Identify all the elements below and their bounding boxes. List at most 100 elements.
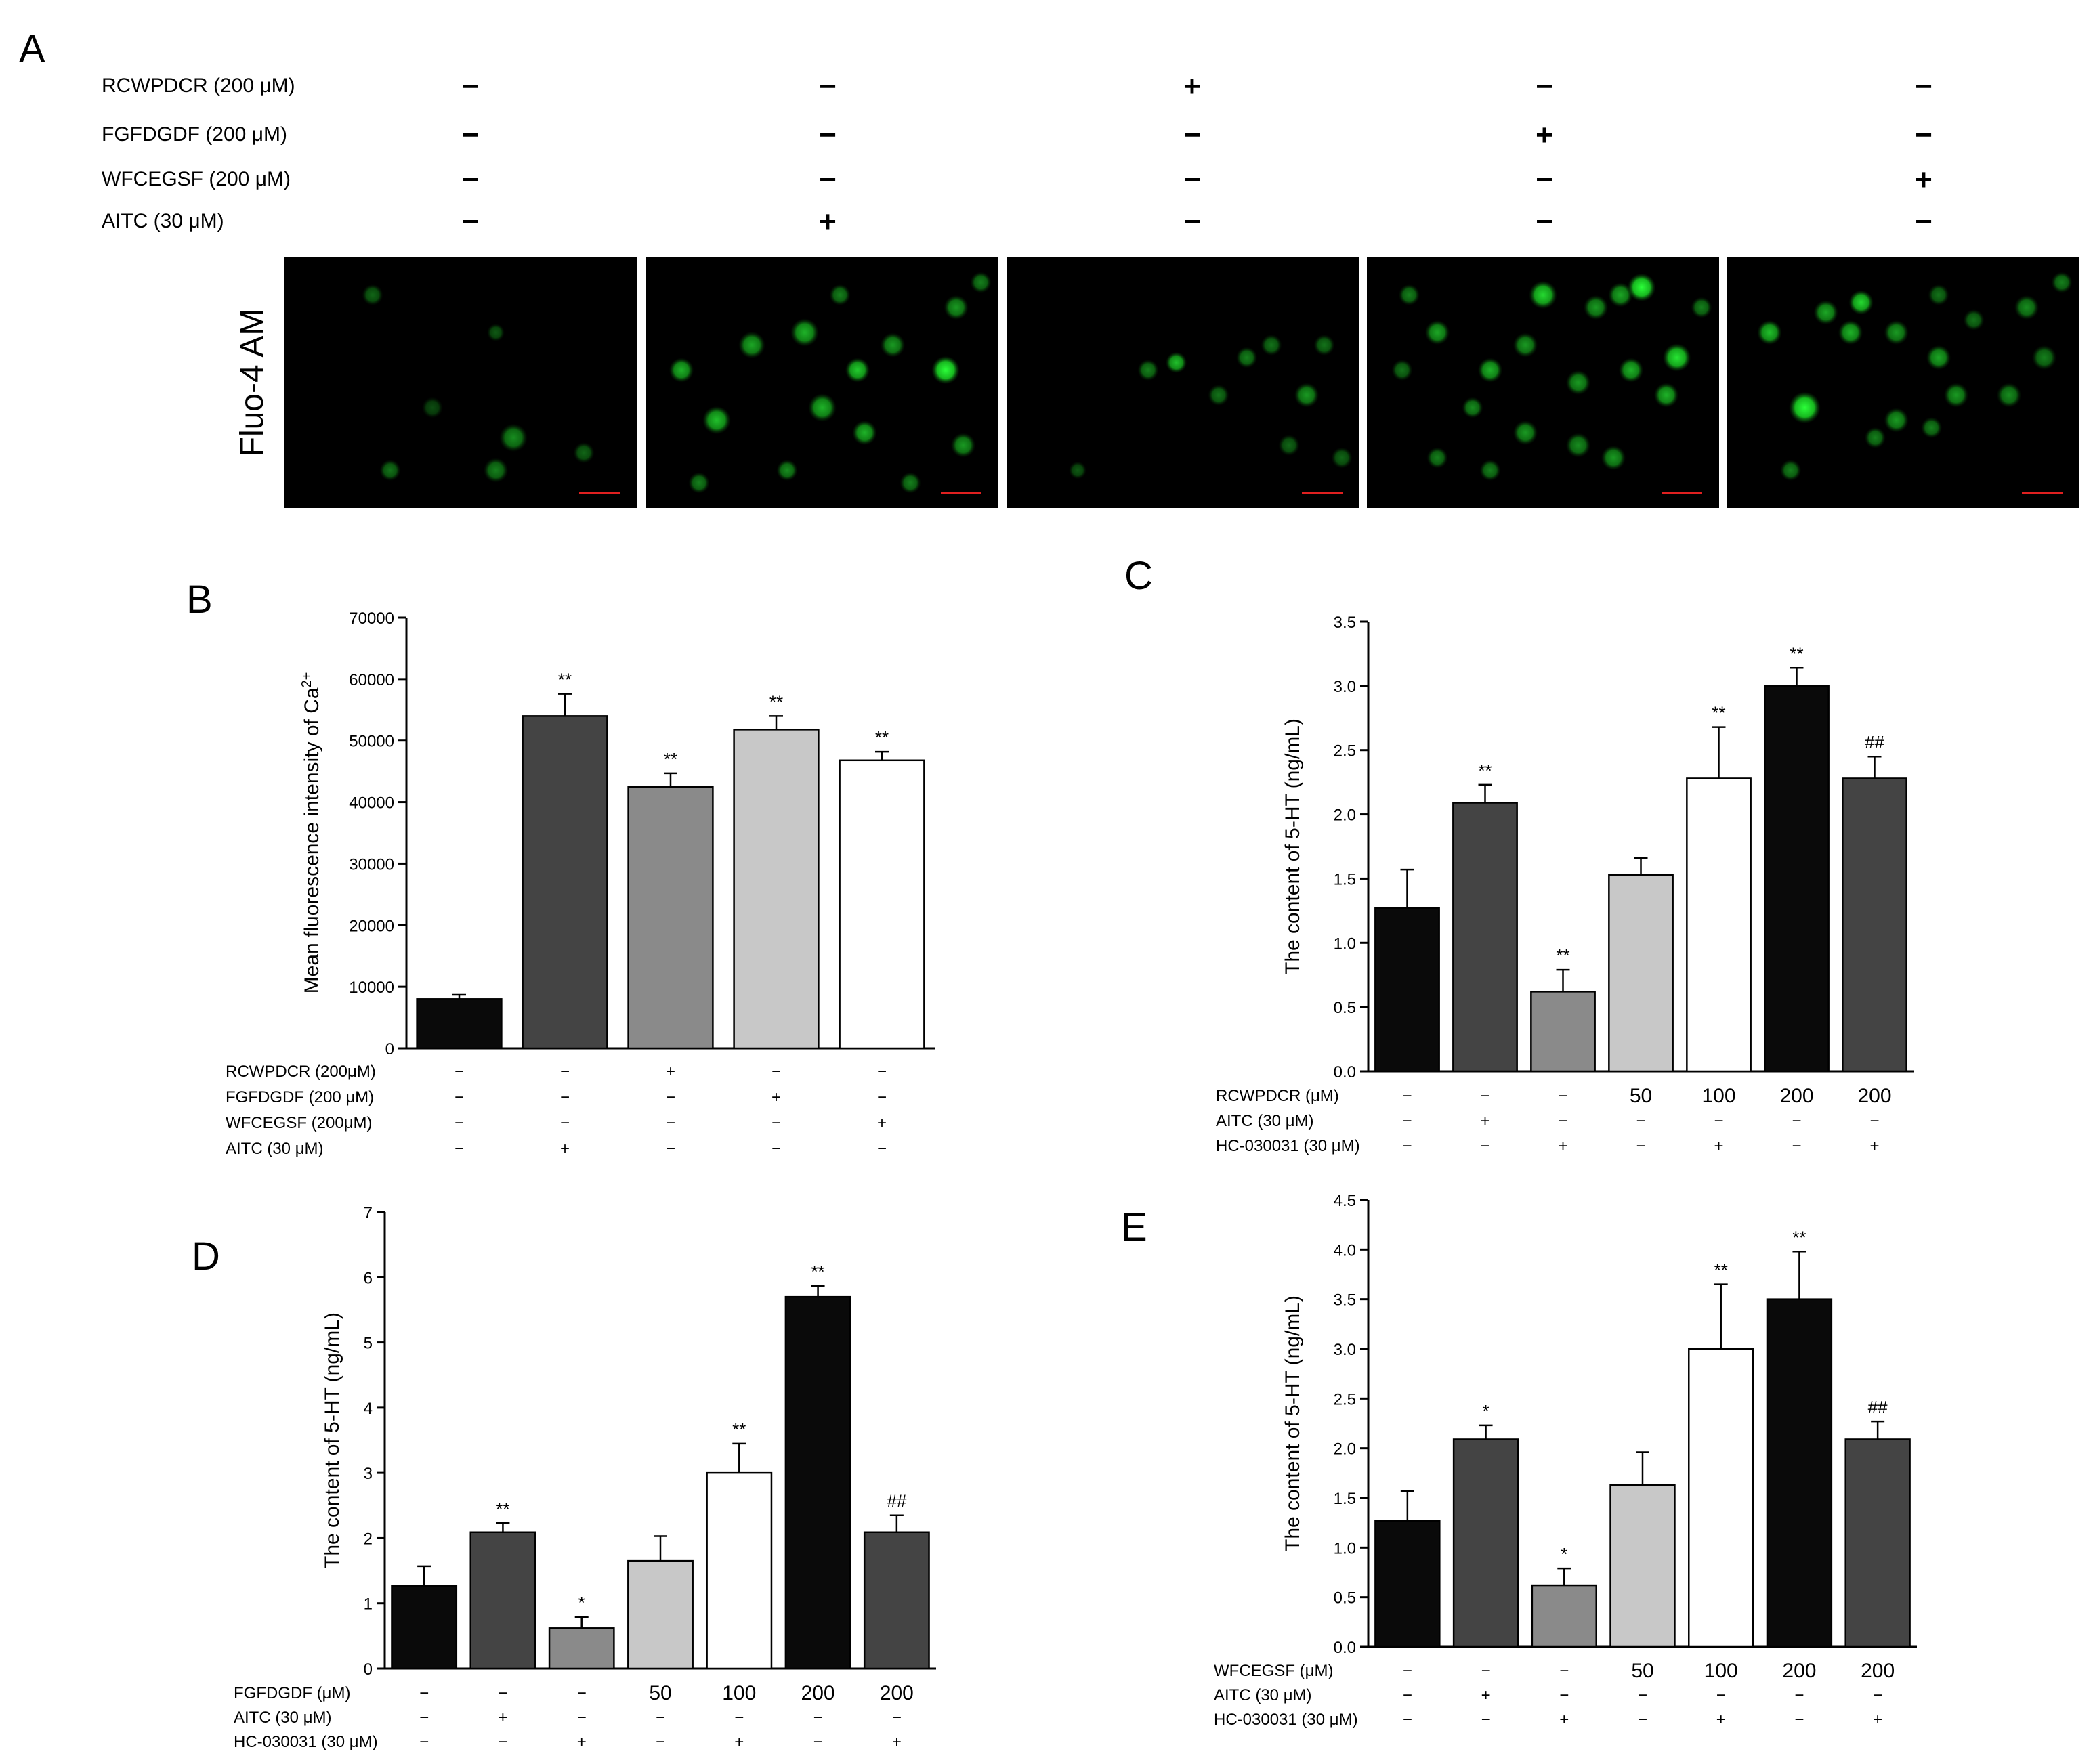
condition-value: + — [892, 1733, 902, 1751]
condition-row-label: WFCEGSF (200 μM) — [102, 168, 291, 190]
cell — [669, 358, 694, 383]
bar — [1374, 1520, 1441, 1648]
bar — [733, 729, 820, 1050]
cell — [845, 358, 870, 383]
condition-value: 200 — [801, 1682, 835, 1704]
y-tick-label: 3 — [364, 1465, 373, 1483]
cell — [1513, 332, 1538, 358]
condition-value: 200 — [1857, 1085, 1891, 1107]
condition-value: − — [656, 1708, 665, 1727]
bar — [1452, 802, 1518, 1073]
condition-row-label: FGFDGDF (200 μM) — [102, 123, 287, 146]
condition-row-label: RCWPDCR (200 μM) — [102, 74, 295, 97]
condition-sign: − — [1183, 119, 1201, 152]
condition-value: 50 — [1630, 1085, 1652, 1107]
condition-value: − — [419, 1733, 429, 1751]
significance-label: ** — [732, 1419, 746, 1440]
y-tick-label: 30000 — [349, 855, 394, 874]
cell — [499, 423, 528, 452]
condition-value: − — [1558, 1087, 1567, 1105]
bar — [1531, 1584, 1597, 1648]
cell — [1137, 359, 1159, 381]
condition-value: 50 — [1631, 1660, 1653, 1682]
condition-sign: − — [1536, 70, 1553, 103]
significance-label: ## — [887, 1491, 906, 1511]
condition-value: − — [666, 1114, 675, 1132]
y-tick-label: 4.5 — [1334, 1192, 1356, 1210]
significance-label: ** — [1556, 945, 1569, 966]
condition-sign: − — [1536, 205, 1553, 238]
cell — [1789, 391, 1821, 424]
cell — [1884, 408, 1909, 433]
condition-label: AITC (30 μM) — [1214, 1686, 1312, 1704]
bar — [1686, 777, 1752, 1073]
bar — [1688, 1348, 1754, 1648]
condition-value: − — [877, 1088, 887, 1106]
cell — [1757, 320, 1782, 345]
y-tick-label: 70000 — [349, 609, 394, 628]
condition-value: + — [498, 1708, 507, 1727]
bar — [863, 1531, 930, 1670]
cell — [2051, 272, 2073, 293]
cell — [1462, 397, 1483, 418]
condition-value: + — [877, 1114, 887, 1132]
y-axis-label: Mean fluorescence intensity of Ca2+ — [299, 672, 323, 994]
cell — [950, 433, 976, 458]
cell — [1926, 345, 1951, 370]
condition-label: RCWPDCR (μM) — [1216, 1087, 1339, 1105]
condition-value: − — [1794, 1711, 1804, 1729]
condition-value: − — [1792, 1137, 1801, 1155]
condition-value: − — [1636, 1112, 1645, 1130]
y-tick-label: 2.0 — [1334, 806, 1356, 825]
cell — [1565, 433, 1591, 458]
condition-sign: + — [1536, 119, 1553, 152]
condition-sign: − — [1183, 163, 1201, 196]
condition-sign: − — [461, 163, 479, 196]
condition-value: − — [454, 1140, 464, 1158]
condition-value: − — [1714, 1112, 1723, 1130]
panel-letter: C — [1124, 554, 1153, 598]
significance-label: ** — [1712, 703, 1725, 723]
panel-letter: E — [1121, 1205, 1147, 1249]
condition-sign: − — [1915, 119, 1932, 152]
cell — [738, 331, 765, 359]
y-tick-label: 2 — [364, 1530, 373, 1548]
cell — [829, 284, 851, 306]
condition-sign: − — [1915, 70, 1932, 103]
condition-value: − — [1636, 1137, 1645, 1155]
condition-value: 200 — [880, 1682, 914, 1704]
condition-label: FGFDGDF (200 μM) — [226, 1088, 374, 1106]
condition-value: − — [454, 1088, 464, 1106]
condition-value: − — [1481, 1711, 1491, 1729]
y-tick-label: 0.5 — [1334, 999, 1356, 1017]
cell — [1848, 290, 1874, 315]
cell — [1529, 280, 1557, 309]
significance-label: ** — [558, 670, 572, 690]
condition-value: − — [877, 1062, 887, 1081]
condition-value: − — [813, 1733, 823, 1751]
significance-label: ** — [769, 691, 783, 712]
y-tick-label: 2.0 — [1334, 1440, 1356, 1459]
cell — [1583, 295, 1609, 320]
condition-value: − — [1402, 1137, 1412, 1155]
condition-label: WFCEGSF (μM) — [1214, 1662, 1333, 1680]
condition-value: − — [419, 1684, 429, 1702]
cell — [1166, 351, 1187, 374]
condition-value: − — [1480, 1087, 1489, 1105]
condition-value: − — [560, 1114, 570, 1132]
cell — [1601, 445, 1626, 471]
condition-value: − — [1794, 1686, 1804, 1704]
condition-label: AITC (30 μM) — [234, 1708, 332, 1727]
condition-value: − — [1638, 1711, 1647, 1729]
bar — [1766, 1298, 1833, 1648]
cell — [1618, 358, 1644, 383]
bar — [784, 1295, 851, 1670]
cell — [1294, 383, 1319, 408]
cell — [1426, 447, 1448, 469]
significance-label: ** — [1792, 1227, 1806, 1247]
condition-label: WFCEGSF (200μM) — [226, 1114, 373, 1132]
cell — [1208, 384, 1229, 406]
condition-value: + — [1559, 1711, 1569, 1729]
condition-value: 200 — [1779, 1085, 1813, 1107]
